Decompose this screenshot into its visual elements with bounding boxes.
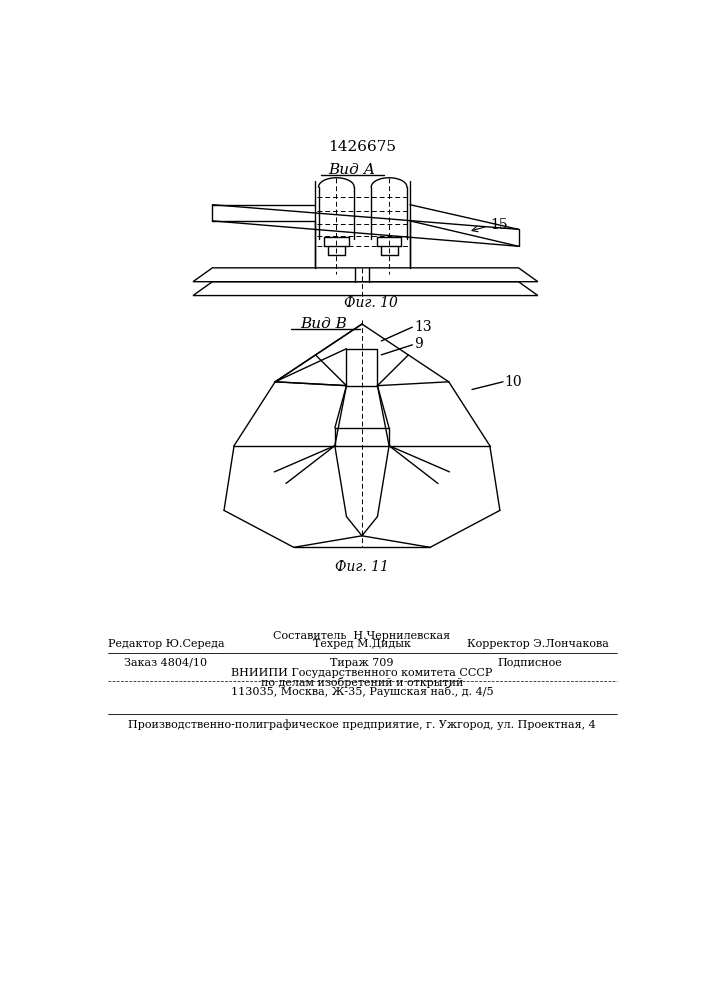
Text: Фиг. 10: Фиг. 10: [344, 296, 398, 310]
Text: Заказ 4804/10: Заказ 4804/10: [124, 658, 207, 668]
Text: Подписное: Подписное: [498, 658, 563, 668]
Text: Производственно-полиграфическое предприятие, г. Ужгород, ул. Проектная, 4: Производственно-полиграфическое предприя…: [128, 719, 596, 730]
Text: Вид А: Вид А: [328, 163, 375, 177]
Text: Составитель  Н.Чернилевская: Составитель Н.Чернилевская: [274, 631, 450, 641]
Text: ВНИИПИ Государственного комитета СССР: ВНИИПИ Государственного комитета СССР: [231, 668, 493, 678]
Text: 15: 15: [490, 218, 508, 232]
Text: 10: 10: [505, 375, 522, 389]
Text: 13: 13: [414, 320, 431, 334]
Text: Техред М.Дидык: Техред М.Дидык: [313, 639, 411, 649]
Text: Вид В: Вид В: [300, 317, 346, 331]
Text: Корректор Э.Лончакова: Корректор Э.Лончакова: [467, 639, 609, 649]
Text: Редактор Ю.Середа: Редактор Ю.Середа: [107, 639, 224, 649]
Text: 113035, Москва, Ж-35, Раушская наб., д. 4/5: 113035, Москва, Ж-35, Раушская наб., д. …: [230, 686, 493, 697]
Text: Тираж 709: Тираж 709: [330, 658, 394, 668]
Text: Фиг. 11: Фиг. 11: [335, 560, 389, 574]
Text: по делам изобретений и открытий: по делам изобретений и открытий: [261, 677, 463, 688]
Text: 1426675: 1426675: [328, 140, 396, 154]
Text: 9: 9: [414, 337, 423, 351]
